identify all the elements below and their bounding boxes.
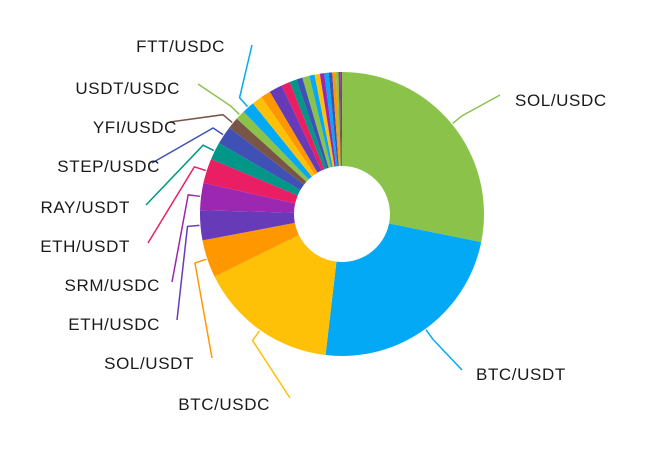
leader-line xyxy=(169,113,233,123)
slice-srm-usdc xyxy=(200,182,296,213)
leader-line xyxy=(145,144,215,206)
slice-yfi-usdc xyxy=(229,118,307,185)
slice-other-22 xyxy=(324,72,338,167)
slice-sol-usdc xyxy=(342,72,484,243)
slices xyxy=(200,72,484,356)
slice-label: RAY/USDT xyxy=(41,198,131,217)
slice-other-25 xyxy=(335,72,341,167)
slice-btc-usdt xyxy=(325,223,482,356)
leader-line xyxy=(171,194,201,283)
slice-ftt-usdc xyxy=(243,103,312,180)
slice-other-26 xyxy=(338,72,342,167)
slice-label: BTC/USDT xyxy=(476,365,566,384)
leader-line xyxy=(176,224,200,321)
slice-other-23 xyxy=(328,72,339,167)
slice-other-20 xyxy=(314,73,335,167)
slice-other-27 xyxy=(340,72,342,167)
slice-labels: SOL/USDC BTC/USDT BTC/USDC SOL/USDT ETH/USDC… xyxy=(40,37,607,414)
slice-label: BTC/USDC xyxy=(178,395,270,414)
slice-step-usdc xyxy=(218,127,304,191)
slice-other-12 xyxy=(252,97,315,177)
leader-lines xyxy=(145,44,501,399)
slice-other-19 xyxy=(309,74,333,168)
leader-line xyxy=(151,127,224,164)
leader-line xyxy=(251,330,291,399)
leader-line xyxy=(452,94,501,125)
slice-other-14 xyxy=(269,85,322,173)
slice-label: FTT/USDC xyxy=(136,37,225,56)
slice-label: USDT/USDC xyxy=(75,79,180,98)
slice-eth-usdc xyxy=(200,210,295,241)
leader-line xyxy=(194,258,213,359)
leader-line xyxy=(238,44,253,108)
slice-usdt-usdc xyxy=(236,111,309,182)
slice-ray-usdt xyxy=(211,143,301,196)
slice-other-18 xyxy=(302,75,331,168)
slice-other-21 xyxy=(319,73,336,167)
slice-label: SOL/USDT xyxy=(104,354,194,373)
slice-other-13 xyxy=(261,91,318,175)
slice-label: SOL/USDC xyxy=(515,91,607,110)
slice-label: ETH/USDT xyxy=(40,237,130,256)
slice-label: YFI/USDC xyxy=(93,118,177,137)
slice-label: ETH/USDC xyxy=(68,315,160,334)
slice-sol-usdt xyxy=(202,222,299,277)
slice-btc-usdc xyxy=(214,235,337,356)
slice-other-24 xyxy=(332,72,340,167)
leader-line xyxy=(197,83,240,115)
leader-line xyxy=(147,165,207,244)
slice-other-17 xyxy=(296,77,329,169)
leader-line xyxy=(425,329,463,371)
slice-label: STEP/USDC xyxy=(57,157,160,176)
slice-other-16 xyxy=(289,79,327,170)
slice-other-15 xyxy=(281,81,325,171)
slice-label: SRM/USDC xyxy=(65,276,160,295)
slice-eth-usdt xyxy=(203,159,298,204)
